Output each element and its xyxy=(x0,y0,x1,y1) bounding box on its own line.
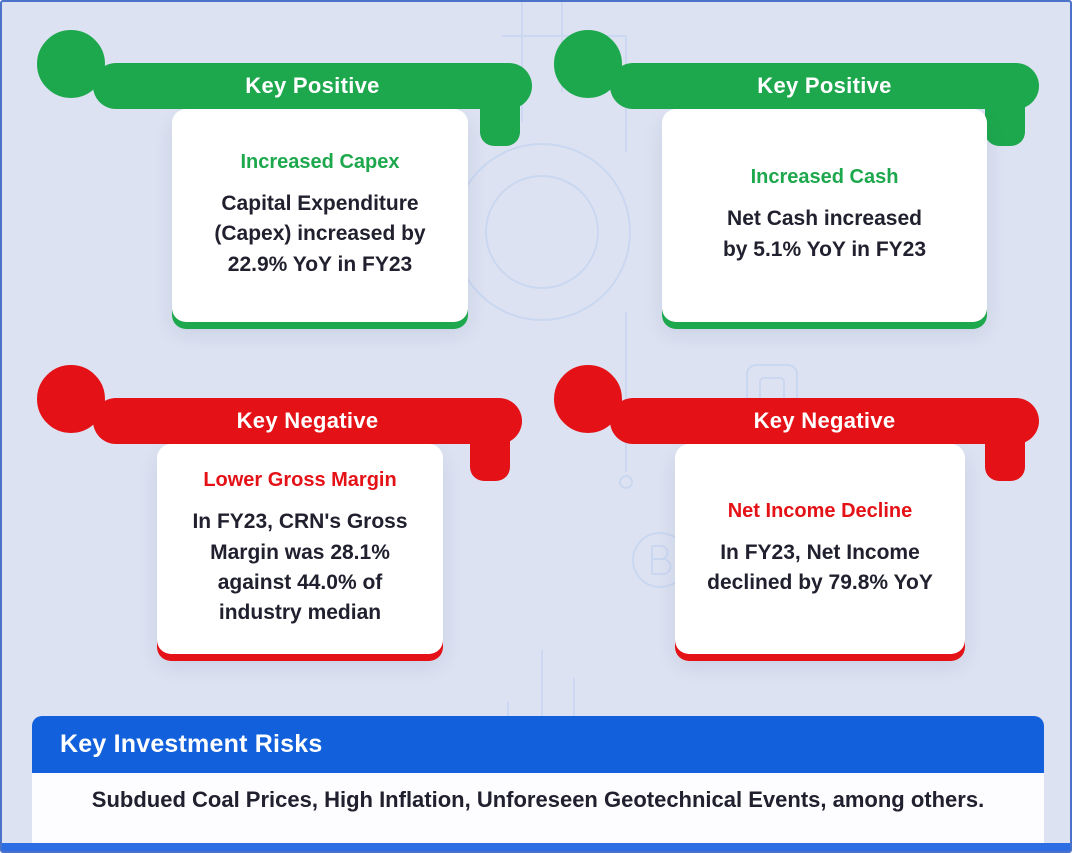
risk-header-title: Key Investment Risks xyxy=(60,730,323,758)
card-body: In FY23, CRN's Gross Margin was 28.1% ag… xyxy=(192,510,408,625)
card-title: Lower Gross Margin xyxy=(203,469,397,492)
key-ribbon-positive-2: Key Positive xyxy=(610,63,1039,109)
key-icon xyxy=(37,30,105,98)
risk-body-panel: Subdued Coal Prices, High Inflation, Unf… xyxy=(32,773,1044,847)
key-ribbon-negative-1: Key Negative xyxy=(93,398,522,444)
key-ribbon-negative-2: Key Negative xyxy=(610,398,1039,444)
card-body: Net Cash increased by 5.1% YoY in FY23 xyxy=(722,207,927,261)
card-increased-cash: Increased Cash Net Cash increased by 5.1… xyxy=(662,109,987,322)
card-net-income-decline: Net Income Decline In FY23, Net Income d… xyxy=(675,444,965,654)
card-title: Increased Capex xyxy=(240,150,400,173)
risk-body-text: Subdued Coal Prices, High Inflation, Unf… xyxy=(91,787,985,812)
key-ribbon-positive-1: Key Positive xyxy=(93,63,532,109)
ribbon-label: Key Positive xyxy=(757,73,892,98)
ribbon-label: Key Negative xyxy=(753,408,896,433)
card-lower-gross-margin: Lower Gross Margin In FY23, CRN's Gross … xyxy=(157,444,443,654)
card-increased-capex: Increased Capex Capital Expenditure (Cap… xyxy=(172,109,468,322)
risk-header-bar: Key Investment Risks xyxy=(32,716,1044,773)
card-title: Net Income Decline xyxy=(727,499,913,522)
ribbon-label: Key Positive xyxy=(245,73,380,98)
card-title: Increased Cash xyxy=(750,166,899,189)
card-body: In FY23, Net Income declined by 79.8% Yo… xyxy=(707,540,933,594)
card-body: Capital Expenditure (Capex) increased by… xyxy=(214,191,426,276)
ribbon-label: Key Negative xyxy=(236,408,379,433)
bottom-accent-strip xyxy=(2,843,1070,851)
